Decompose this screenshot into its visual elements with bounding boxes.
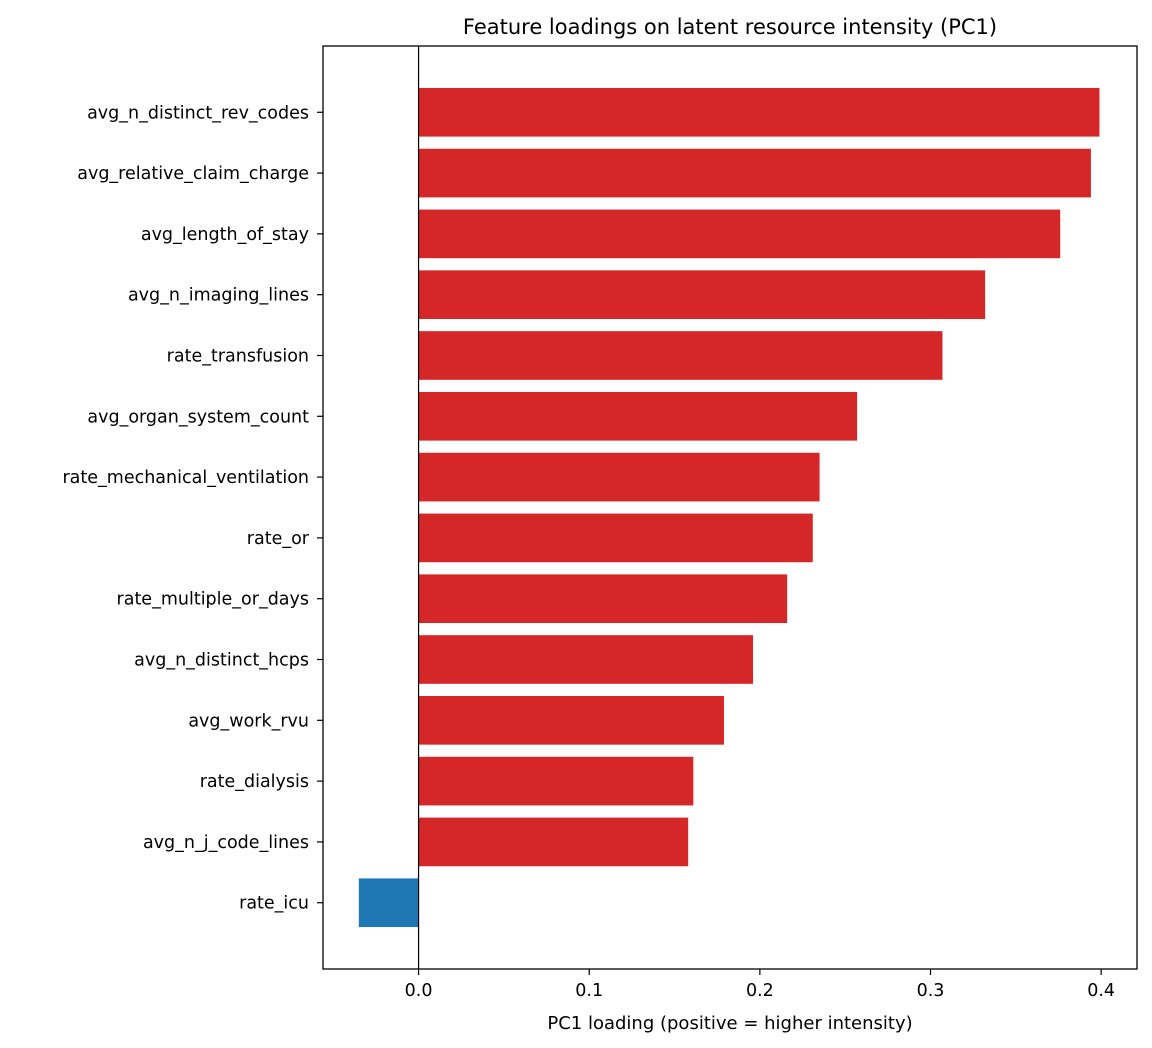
y-tick-label: rate_dialysis: [200, 772, 309, 792]
y-tick-label: rate_transfusion: [167, 346, 309, 366]
bar-rate_transfusion: [418, 331, 943, 380]
y-tick-label: avg_length_of_stay: [141, 225, 309, 245]
x-tick-label: 0.2: [746, 981, 774, 1001]
bar-avg_n_distinct_rev_codes: [418, 87, 1100, 137]
x-tick-label: 0.4: [1087, 981, 1115, 1001]
bar-rate_dialysis: [418, 756, 694, 806]
bar-avg_organ_system_count: [418, 391, 858, 441]
bar-rate_icu: [358, 878, 419, 928]
y-tick-label: avg_n_imaging_lines: [128, 286, 309, 306]
x-axis-label: PC1 loading (positive = higher intensity…: [547, 1013, 912, 1034]
y-tick-label: rate_icu: [239, 894, 309, 914]
bar-rate_or: [418, 513, 813, 563]
y-tick-label: avg_work_rvu: [188, 711, 309, 731]
bar-avg_work_rvu: [418, 695, 725, 745]
x-tick-label: 0.1: [575, 981, 603, 1001]
bar-avg_n_j_code_lines: [418, 817, 689, 867]
y-tick-label: avg_n_distinct_hcps: [134, 651, 309, 671]
bar-avg_n_imaging_lines: [418, 270, 986, 320]
y-tick-label: avg_n_j_code_lines: [143, 833, 309, 853]
bar-avg_relative_claim_charge: [418, 148, 1091, 198]
x-tick-label: 0.3: [917, 981, 945, 1001]
bar-rate_mechanical_ventilation: [418, 452, 820, 502]
plot-frame: [322, 45, 1138, 970]
y-tick-label: rate_or: [247, 529, 310, 549]
bar-avg_length_of_stay: [418, 209, 1061, 259]
y-tick-label: avg_organ_system_count: [87, 407, 309, 427]
y-tick-label: rate_multiple_or_days: [117, 590, 309, 610]
chart-title: Feature loadings on latent resource inte…: [463, 15, 997, 39]
y-tick-label: avg_relative_claim_charge: [77, 164, 309, 184]
y-tick-label: avg_n_distinct_rev_codes: [87, 103, 309, 123]
y-tick-label: rate_mechanical_ventilation: [62, 468, 309, 488]
x-tick-label: 0.0: [405, 981, 433, 1001]
bar-rate_multiple_or_days: [418, 574, 788, 624]
bar-avg_n_distinct_hcps: [418, 635, 754, 684]
